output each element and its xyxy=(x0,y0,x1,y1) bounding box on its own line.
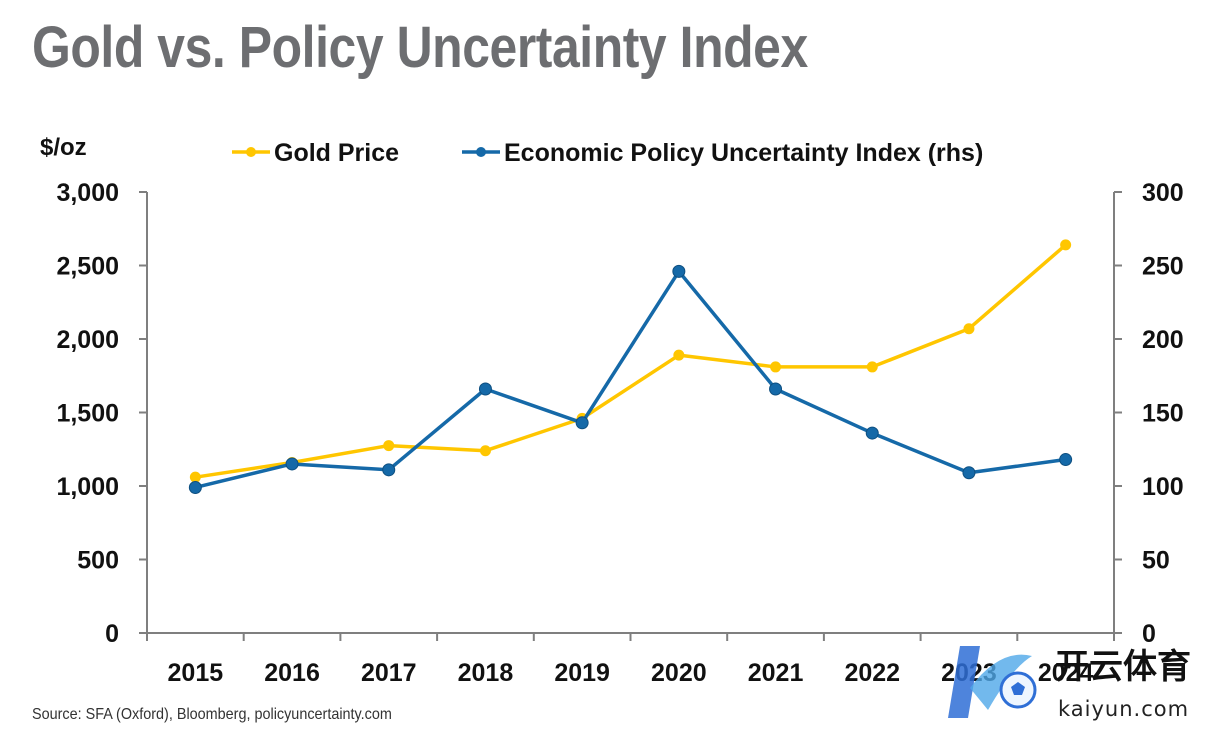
series-line xyxy=(195,243,1067,479)
line-chart: 0 500 1,000 1,500 2,000 2,500 3,000 0 50 100 150 2… xyxy=(40,134,1184,687)
data-point xyxy=(865,426,879,440)
data-point xyxy=(1059,453,1073,467)
left-axis-ticks: 0 500 1,000 1,500 2,000 2,500 3,000 xyxy=(56,179,147,648)
right-tick-label: 200 xyxy=(1142,326,1184,354)
right-tick-label: 0 xyxy=(1142,620,1156,648)
legend-item: Gold Price xyxy=(232,139,399,167)
left-tick-label: 2,000 xyxy=(56,326,119,354)
right-tick-label: 100 xyxy=(1142,473,1184,501)
left-tick-label: 1,500 xyxy=(56,400,119,428)
watermark-logo: 开云体育 kaiyun.com xyxy=(948,646,1191,721)
legend-label: Gold Price xyxy=(274,139,399,167)
left-axis-unit: $/oz xyxy=(40,134,87,161)
data-point xyxy=(866,361,878,373)
series-policy-uncertainty xyxy=(188,264,1073,494)
chart-series xyxy=(188,239,1073,494)
watermark-cn-text: 开云体育 xyxy=(1055,647,1191,687)
left-tick-label: 500 xyxy=(77,547,119,575)
legend-item: Economic Policy Uncertainty Index (rhs) xyxy=(462,139,983,167)
right-tick-label: 150 xyxy=(1142,400,1184,428)
left-tick-label: 3,000 xyxy=(56,179,119,207)
data-point xyxy=(963,323,975,335)
data-point xyxy=(478,382,492,396)
x-tick-label: 2019 xyxy=(554,659,610,687)
x-tick-label: 2017 xyxy=(361,659,417,687)
x-tick-label: 2018 xyxy=(458,659,514,687)
x-tick-label: 2020 xyxy=(651,659,707,687)
series-line xyxy=(194,269,1066,490)
page-title: Gold vs. Policy Uncertainty Index xyxy=(32,15,808,80)
x-tick-label: 2024 xyxy=(1038,659,1094,687)
watermark-swoosh xyxy=(970,654,1032,710)
data-point xyxy=(770,361,782,373)
data-point xyxy=(1060,239,1072,251)
chart-axes xyxy=(146,192,1115,634)
source-note: Source: SFA (Oxford), Bloomberg, policyu… xyxy=(32,706,392,723)
watermark-k-shape xyxy=(948,646,980,718)
data-point xyxy=(285,457,299,471)
left-tick-label: 2,500 xyxy=(56,253,119,281)
right-tick-label: 50 xyxy=(1142,547,1170,575)
data-point xyxy=(672,264,686,278)
left-tick-label: 1,000 xyxy=(56,473,119,501)
x-tick-label: 2022 xyxy=(844,659,900,687)
data-point xyxy=(673,349,685,361)
right-axis-ticks: 0 50 100 150 200 250 300 xyxy=(1114,179,1184,648)
x-tick-label: 2021 xyxy=(748,659,804,687)
data-point xyxy=(962,466,976,480)
data-point xyxy=(575,416,589,430)
right-tick-label: 250 xyxy=(1142,253,1184,281)
data-point xyxy=(188,480,202,494)
legend-swatch-marker xyxy=(246,147,256,157)
data-point xyxy=(479,445,491,457)
watermark-en-text: kaiyun.com xyxy=(1058,697,1189,721)
chart-legend: Gold Price Economic Policy Uncertainty In… xyxy=(232,139,983,167)
right-tick-label: 300 xyxy=(1142,179,1184,207)
legend-label: Economic Policy Uncertainty Index (rhs) xyxy=(504,139,983,167)
legend-swatch-marker xyxy=(476,147,486,157)
data-point xyxy=(383,440,395,452)
x-tick-label: 2015 xyxy=(168,659,224,687)
data-point xyxy=(189,471,201,483)
x-axis-ticks: 2015201620172018201920202021202220232024 xyxy=(146,633,1115,687)
data-point xyxy=(382,463,396,477)
x-tick-label: 2016 xyxy=(264,659,320,687)
data-point xyxy=(769,382,783,396)
soccer-ball-pattern xyxy=(1011,682,1025,695)
left-tick-label: 0 xyxy=(105,620,119,648)
series-gold-price xyxy=(189,239,1072,483)
